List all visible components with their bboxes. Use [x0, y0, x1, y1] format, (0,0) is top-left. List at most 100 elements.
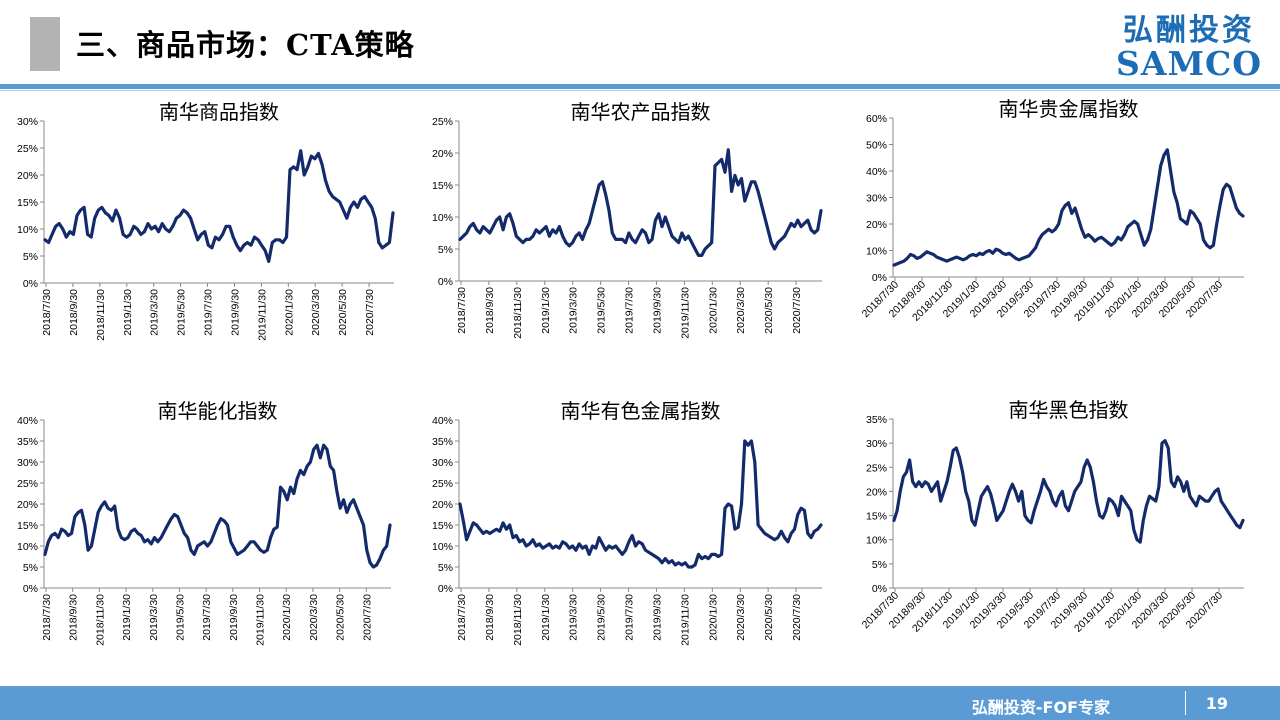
- x-tick-label: 2018/7/30: [41, 289, 53, 336]
- y-tick-label: 60%: [866, 113, 887, 125]
- header-divider: [0, 84, 1280, 89]
- series-line: [458, 439, 823, 569]
- x-tick-label: 2019/3/30: [568, 287, 580, 334]
- logo-english: SAMCO: [1116, 44, 1262, 83]
- series-line: [458, 148, 823, 257]
- x-tick-label: 2020/7/30: [364, 289, 376, 336]
- chart-title: 南华黑色指数: [1009, 398, 1129, 422]
- x-tick-label: 2019/5/30: [176, 289, 188, 336]
- y-tick-label: 5%: [23, 562, 38, 574]
- chart-title: 南华贵金属指数: [999, 97, 1139, 121]
- y-tick-label: 20%: [866, 219, 887, 231]
- footer-separator: [1185, 691, 1186, 715]
- y-tick-label: 15%: [432, 180, 453, 192]
- chart-nanhua-nonferrous-metals: 南华有色金属指数 0% 5% 10% 15% 20% 25% 30% 35% 40% 2018/7/…: [432, 399, 823, 646]
- y-tick-label: 25%: [17, 478, 38, 490]
- x-tick-label: 2019/9/30: [229, 289, 241, 336]
- chart-nanhua-commodity: 南华商品指数 0% 5% 10% 15% 20% 25% 30% 2018/7/30 2018/9…: [17, 100, 395, 341]
- x-tick-label: 2019/11/30: [679, 287, 691, 339]
- header-divider-thin: [0, 90, 1280, 91]
- series-line: [43, 443, 392, 569]
- footer-bar: 弘酬投资-FOF专家 19: [0, 686, 1280, 720]
- y-tick-label: 20%: [432, 499, 453, 511]
- chart-nanhua-ferrous: 南华黑色指数0%5%10%15%20%25%30%35%2018/7/30201…: [860, 398, 1245, 635]
- x-tick-label: 2020/1/30: [707, 594, 719, 641]
- x-tick-label: 2020/3/30: [735, 594, 747, 641]
- x-tick-label: 2018/11/30: [95, 289, 107, 341]
- x-tick-label: 2019/9/30: [651, 287, 663, 334]
- x-tick-label: 2019/7/30: [201, 594, 213, 641]
- y-tick-label: 35%: [866, 414, 887, 426]
- x-tick-label: 2020/5/30: [335, 594, 347, 641]
- x-tick-label: 2019/5/30: [174, 594, 186, 641]
- y-tick-label: 20%: [866, 486, 887, 498]
- x-tick-label: 2019/11/30: [255, 594, 267, 646]
- x-tick-label: 2018/7/30: [41, 594, 53, 641]
- y-tick-label: 20%: [432, 148, 453, 160]
- y-tick-label: 5%: [23, 251, 38, 263]
- x-tick-label: 2020/3/30: [308, 594, 320, 641]
- x-tick-label: 2018/11/30: [512, 287, 524, 339]
- y-tick-label: 15%: [17, 197, 38, 209]
- y-tick-label: 10%: [866, 535, 887, 547]
- page-title: 三、商品市场：CTA策略: [76, 28, 415, 62]
- x-tick-label: 2018/7/30: [456, 594, 468, 641]
- y-tick-label: 10%: [432, 212, 453, 224]
- x-tick-label: 2019/5/30: [596, 594, 608, 641]
- x-tick-label: 2020/7/30: [361, 594, 373, 641]
- x-tick-label: 2019/5/30: [596, 287, 608, 334]
- x-tick-label: 2020/3/30: [310, 289, 322, 336]
- x-tick-label: 2019/1/30: [122, 289, 134, 336]
- y-tick-label: 25%: [17, 143, 38, 155]
- y-tick-label: 35%: [17, 436, 38, 448]
- y-tick-label: 0%: [872, 272, 887, 284]
- x-tick-label: 2018/9/30: [484, 287, 496, 334]
- y-tick-label: 10%: [17, 224, 38, 236]
- y-tick-label: 15%: [17, 520, 38, 532]
- chart-nanhua-agriculture: 南华农产品指数 0% 5% 10% 15% 20% 25% 2018/7/30 2018/9/3…: [432, 100, 823, 339]
- y-tick-label: 35%: [432, 436, 453, 448]
- y-tick-label: 50%: [866, 140, 887, 152]
- y-tick-label: 20%: [17, 170, 38, 182]
- y-tick-label: 15%: [866, 511, 887, 523]
- x-tick-label: 2020/5/30: [337, 289, 349, 336]
- series-line: [43, 149, 395, 263]
- y-tick-label: 0%: [438, 583, 453, 595]
- footer-company-text: 弘酬投资-FOF专家: [971, 698, 1110, 717]
- x-tick-label: 2019/1/30: [540, 287, 552, 334]
- y-tick-label: 40%: [866, 166, 887, 178]
- x-tick-label: 2019/11/30: [256, 289, 268, 341]
- x-tick-label: 2020/5/30: [763, 287, 775, 334]
- x-tick-label: 2018/9/30: [68, 594, 80, 641]
- x-tick-label: 2018/9/30: [68, 289, 80, 336]
- chart-nanhua-precious-metals: 南华贵金属指数0%10%20%30%40%50%60%2018/7/302018…: [860, 97, 1245, 324]
- y-tick-label: 10%: [866, 246, 887, 258]
- y-tick-label: 40%: [17, 415, 38, 427]
- y-tick-label: 30%: [17, 116, 38, 128]
- series-line: [892, 439, 1245, 544]
- x-tick-label: 2020/1/30: [281, 594, 293, 641]
- x-tick-label: 2020/7/30: [791, 287, 803, 334]
- y-tick-label: 10%: [17, 541, 38, 553]
- x-tick-label: 2019/3/30: [148, 594, 160, 641]
- y-tick-label: 0%: [438, 276, 453, 288]
- x-tick-label: 2019/9/30: [651, 594, 663, 641]
- y-tick-label: 0%: [23, 583, 38, 595]
- x-tick-label: 2019/7/30: [624, 287, 636, 334]
- x-tick-label: 2019/9/30: [228, 594, 240, 641]
- chart-title: 南华商品指数: [159, 100, 279, 124]
- y-tick-label: 25%: [866, 462, 887, 474]
- x-tick-label: 2018/11/30: [512, 594, 524, 646]
- y-tick-label: 40%: [432, 415, 453, 427]
- y-tick-label: 15%: [432, 520, 453, 532]
- header-accent-block: [30, 17, 60, 71]
- y-tick-label: 30%: [17, 457, 38, 469]
- chart-nanhua-energy-chemical: 南华能化指数 0% 5% 10% 15% 20% 25% 30% 35% 40% 2018/7/30…: [17, 399, 392, 646]
- x-tick-label: 2019/7/30: [203, 289, 215, 336]
- y-tick-label: 0%: [872, 583, 887, 595]
- y-tick-label: 25%: [432, 116, 453, 128]
- x-tick-label: 2018/11/30: [94, 594, 106, 646]
- x-tick-label: 2018/7/30: [456, 287, 468, 334]
- page-number: 19: [1205, 694, 1228, 713]
- logo-chinese: 弘酬投资: [1123, 13, 1255, 48]
